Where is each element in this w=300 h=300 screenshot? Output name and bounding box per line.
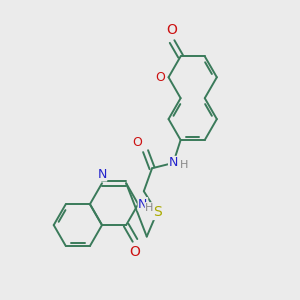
Text: O: O [155, 71, 165, 84]
Text: O: O [132, 136, 142, 149]
Text: O: O [167, 23, 178, 38]
Text: S: S [153, 206, 161, 219]
Text: H: H [145, 203, 154, 213]
Text: N: N [169, 157, 178, 169]
Text: H: H [180, 160, 189, 170]
Text: O: O [130, 244, 140, 259]
Text: N: N [97, 168, 107, 181]
Text: N: N [138, 198, 148, 211]
